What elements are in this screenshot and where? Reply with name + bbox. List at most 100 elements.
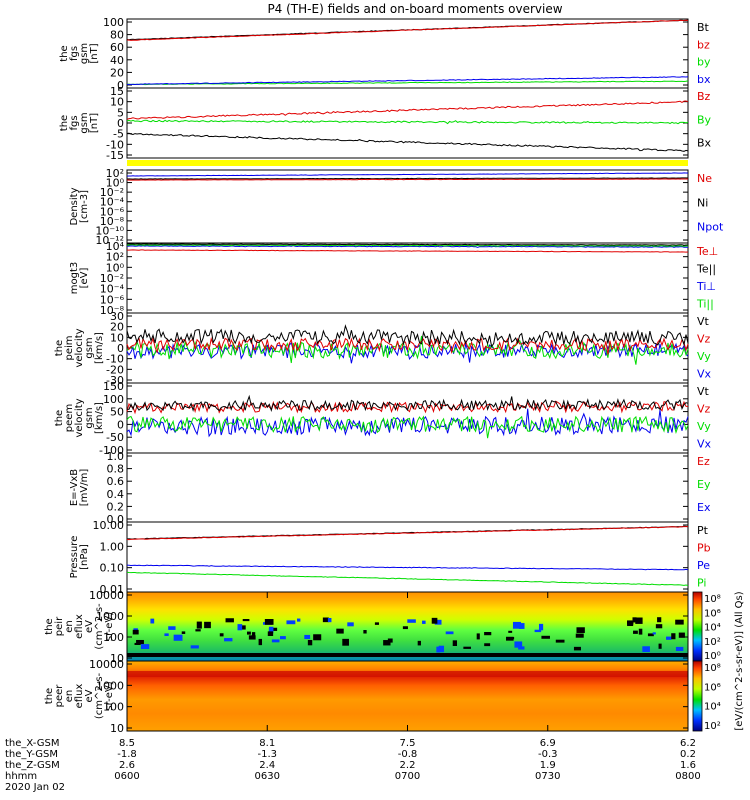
legend-Vz: Vz — [697, 333, 711, 346]
series-line-Ne — [126, 178, 688, 181]
x-tick-label: 0600 — [114, 771, 139, 782]
legend-Ti||: Ti|| — [696, 298, 714, 311]
legend-Te⊥: Te⊥ — [696, 245, 718, 258]
spectrogram-pixel — [518, 646, 525, 650]
x-tick-label: -1.8 — [117, 749, 137, 760]
spectrogram-pixel — [512, 621, 522, 629]
legend-Ex: Ex — [697, 501, 711, 514]
spectrogram-pixel — [204, 621, 211, 629]
y-axis-label-line: mogt3 — [69, 262, 80, 295]
legend-Pt: Pt — [697, 524, 709, 537]
y-axis-label-line: [nT] — [89, 113, 100, 133]
y-tick-label: 10² — [106, 167, 124, 180]
legend-bz: bz — [697, 38, 710, 51]
spectrogram-pixel — [140, 644, 150, 650]
spectrogram-pixel — [195, 629, 201, 632]
colorbar — [692, 660, 703, 732]
panel-frame — [126, 242, 689, 314]
y-tick-label: 100 — [103, 16, 124, 29]
y-axis-label-line: [km/s] — [94, 402, 105, 434]
spectrogram-pixel — [436, 646, 441, 653]
y-axis-label: the fgs gsm [nT] — [59, 112, 100, 133]
colorbar-tick-label: 10⁰ — [704, 651, 721, 662]
spectrogram-pixel — [402, 626, 408, 630]
series-line-Pb — [126, 526, 688, 541]
y-axis-label-line: velocity — [74, 398, 85, 437]
y-tick-label: 0 — [117, 117, 124, 130]
y-axis-label-line: sr-eV) — [104, 612, 115, 641]
spectrogram-pixel — [434, 619, 442, 625]
y-axis-label-line: gsm — [79, 43, 90, 64]
x-tick-label: 0700 — [395, 771, 420, 782]
spectrogram-pixel — [363, 630, 367, 634]
spectrogram-pixel — [242, 618, 250, 622]
x-tick-label: 6.2 — [680, 738, 696, 749]
y-tick-label: 5 — [117, 106, 124, 119]
spectrogram-pixel — [671, 633, 676, 640]
colorbar-label-text: [eV/(cm^2-s-sr-eV)] (All Qs) — [734, 591, 745, 730]
panel-peir_spec: 10000 1000 100 10 the peir en eflux eV (cm^2-s-sr… — [44, 589, 689, 665]
y-tick-label: 0 — [117, 418, 124, 431]
x-tick-label: 2.4 — [259, 760, 275, 771]
y-axis-label: Density [cm-3] — [69, 187, 90, 225]
y-axis-label: the peem velocity gsm [km/s] — [54, 398, 105, 437]
colorbar-tick-label: 10⁶ — [704, 608, 721, 619]
spectrogram-pixel — [632, 617, 637, 623]
series-line-Bz — [126, 100, 689, 120]
spectrogram-pixel — [635, 617, 643, 624]
y-tick-label: 10⁻⁴ — [100, 196, 125, 209]
panel-pressure: 10.00 1.00 0.10 0.01 Pressure [nPa] Pt Pb Pe Pi — [69, 519, 711, 596]
y-axis-label-line: the — [59, 45, 70, 61]
series-line-Bx — [126, 132, 689, 152]
y-axis-label-line: peem — [64, 404, 75, 432]
y-tick-label: 50 — [110, 406, 124, 419]
spectrogram-pixel — [225, 618, 234, 623]
legend-Vt: Vt — [697, 315, 710, 328]
legend-Te||: Te|| — [696, 263, 716, 276]
x-tick-label: 7.5 — [400, 738, 416, 749]
spectrogram-pixel — [422, 620, 426, 624]
y-tick-label: 10⁻¹⁰ — [95, 224, 124, 237]
legend-Vx: Vx — [697, 368, 712, 381]
series-line-Npot — [126, 172, 689, 177]
y-axis-label: the fgs gsm [nT] — [59, 43, 100, 64]
spectrogram-pixel — [237, 624, 243, 631]
legend-Bt: Bt — [697, 21, 710, 34]
colorbar-tick-label: 10⁴ — [704, 702, 721, 713]
y-tick-label: 100 — [103, 701, 124, 714]
spectrogram-pixel — [508, 630, 513, 633]
y-axis-label-line: peer — [54, 684, 65, 708]
series-line-bz — [126, 19, 689, 41]
series-line-Vt — [126, 324, 689, 348]
spectrogram-pixel — [173, 634, 183, 641]
y-axis-label-line: gsm — [84, 337, 95, 358]
series-line-bx — [126, 76, 689, 86]
spectrogram-pixel — [463, 646, 471, 649]
y-axis-label-line: the — [44, 618, 55, 634]
y-tick-label: -5 — [113, 128, 124, 141]
y-tick-label: 100 — [103, 393, 124, 406]
spectrogram-pixel — [658, 643, 662, 649]
legend-Ez: Ez — [697, 455, 710, 468]
y-axis-label-line: eflux — [74, 614, 85, 639]
y-axis-label-line: fgs — [69, 46, 80, 61]
y-tick-label: 10⁰ — [106, 177, 125, 190]
y-tick-label: 10⁻⁸ — [100, 215, 125, 228]
y-tick-label: 10⁻⁶ — [100, 205, 125, 218]
spectrogram-pixel — [675, 619, 684, 625]
y-tick-label: 0.8 — [107, 463, 125, 476]
y-axis-label-line: the — [54, 340, 65, 356]
spectrogram-pixel — [286, 620, 296, 625]
spectrogram-pixel — [164, 633, 169, 637]
legend-Ni: Ni — [697, 196, 708, 209]
colorbar-tick-label: 10² — [704, 721, 721, 732]
series-line-Te⊥ — [127, 249, 689, 253]
y-axis-label-line: [mV/m] — [79, 469, 90, 507]
x-tick-label: -0.3 — [538, 749, 558, 760]
spectrogram-pixel — [271, 639, 280, 643]
series-line-Pi — [126, 571, 689, 586]
spectrogram-pixel — [307, 639, 313, 646]
